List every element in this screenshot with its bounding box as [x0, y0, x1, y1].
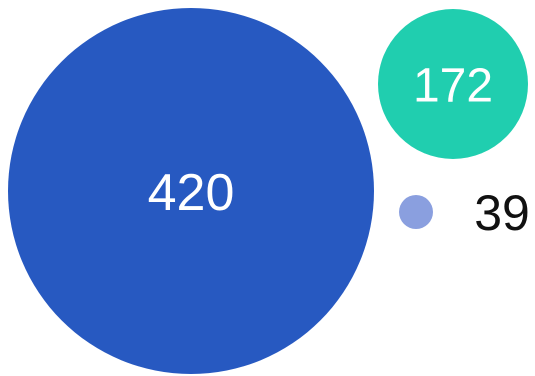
- bubble-label-172: 172: [413, 60, 493, 113]
- bubble-label-39: 39: [474, 185, 530, 241]
- bubble-group-172: 172: [378, 9, 528, 159]
- bubble-group-420: 420: [8, 8, 374, 374]
- bubble-172: [378, 9, 528, 159]
- bubble-420: [8, 8, 374, 374]
- bubble-39: [399, 195, 433, 229]
- bubble-label-420: 420: [148, 164, 235, 222]
- bubble-group-39: 39: [399, 185, 530, 241]
